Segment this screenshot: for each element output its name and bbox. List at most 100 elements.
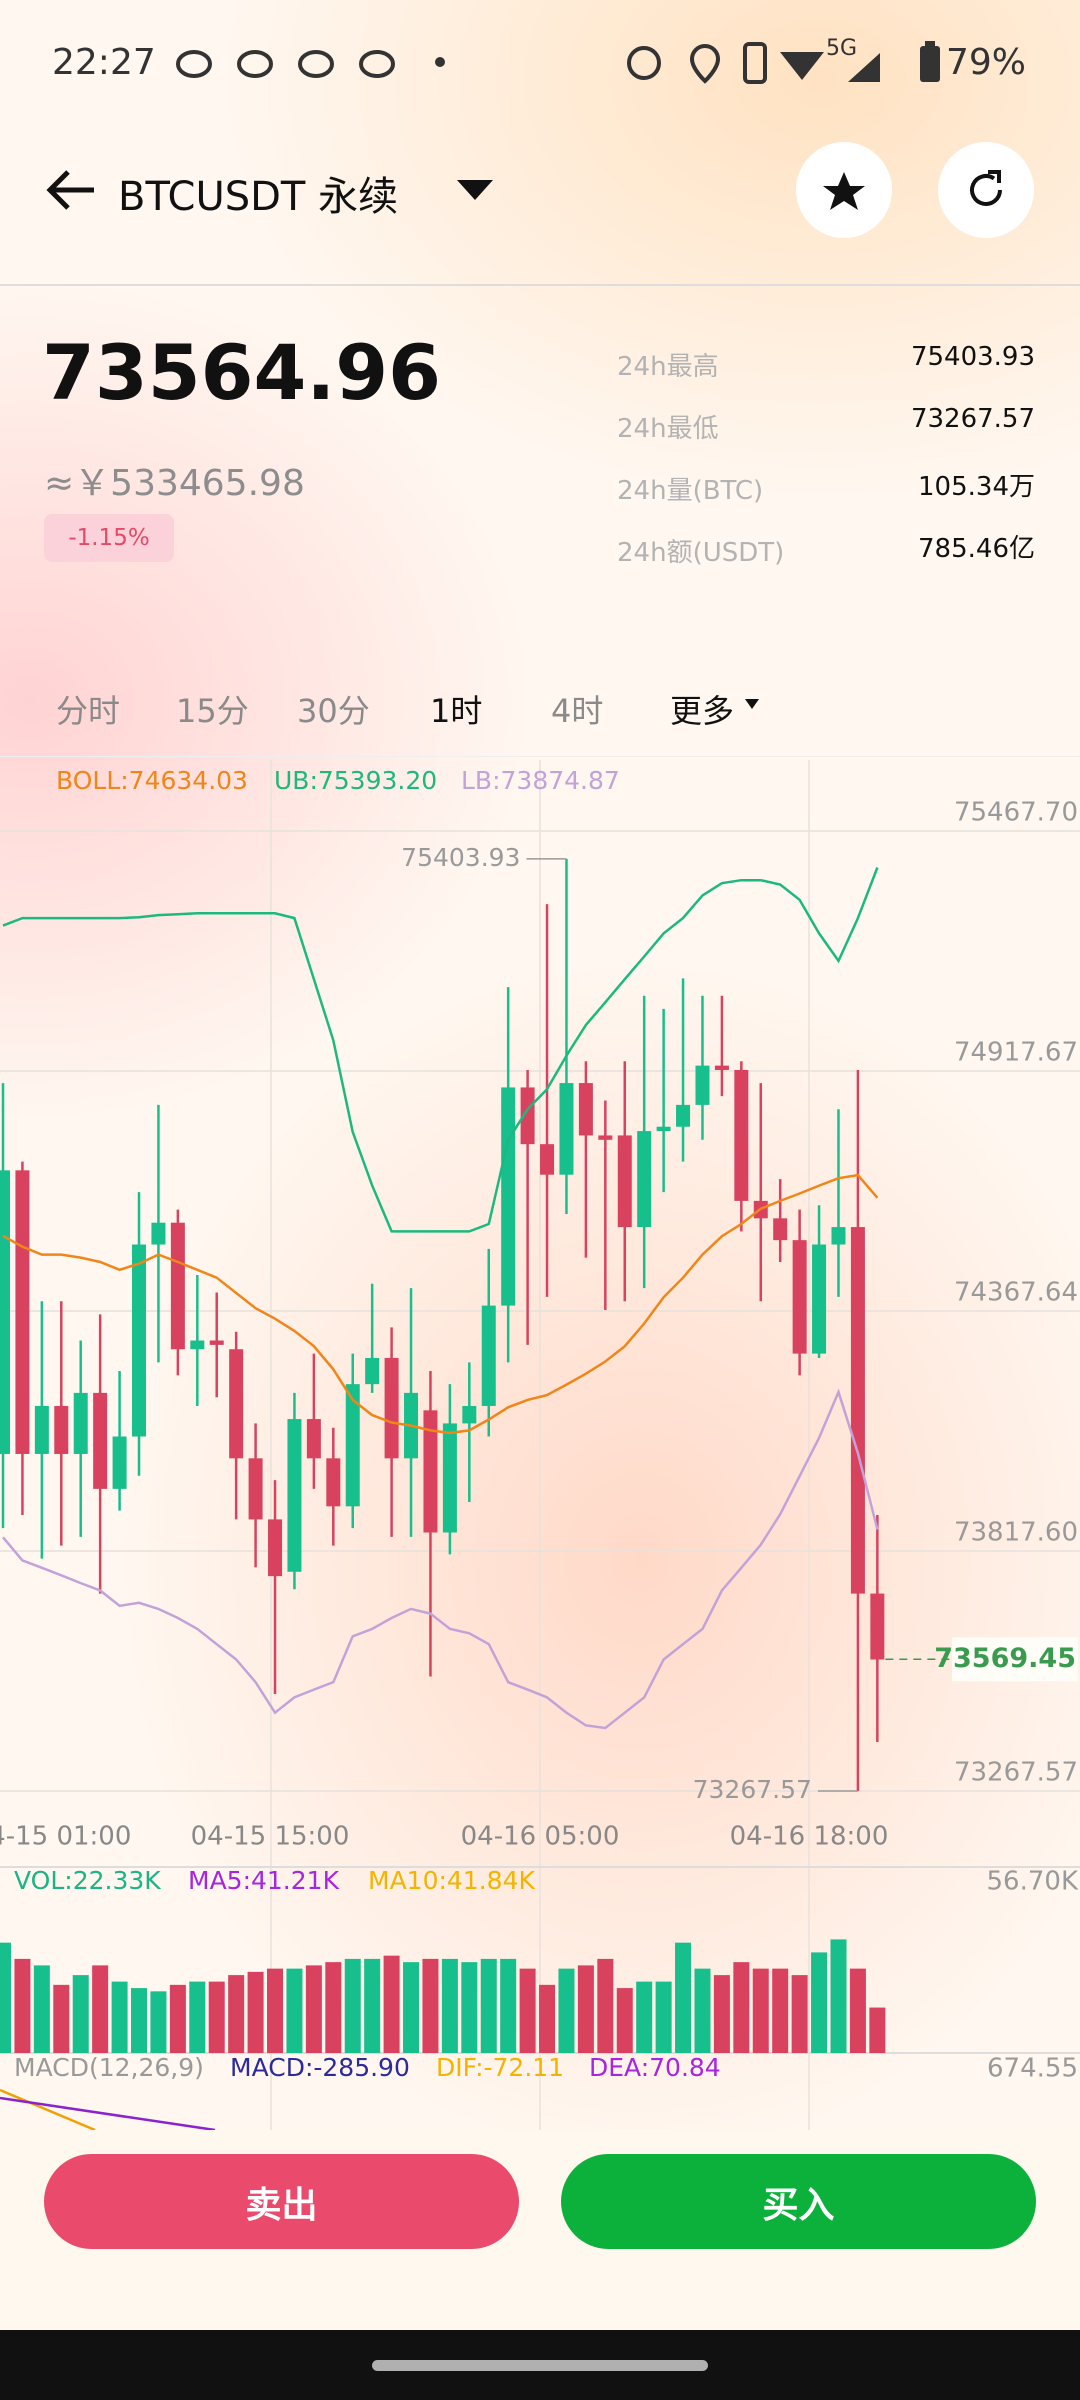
volume-legend: MA10:41.84K xyxy=(368,1866,535,1895)
back-button[interactable] xyxy=(44,166,100,214)
battery-icon xyxy=(920,41,940,82)
candle-body xyxy=(0,1170,10,1454)
candle-body xyxy=(229,1349,244,1459)
volume-bar xyxy=(305,1965,322,2053)
macd-legend: DIF:-72.11 xyxy=(436,2053,564,2082)
interval-tab[interactable]: 15分 xyxy=(176,692,249,730)
volume-bar xyxy=(675,1942,692,2053)
candle-body xyxy=(481,1305,496,1406)
boll-line xyxy=(2,867,879,1233)
candle-body xyxy=(773,1218,788,1241)
candle-body xyxy=(54,1405,69,1454)
stat-value: 785.46亿 xyxy=(918,534,1035,564)
dropdown-icon[interactable] xyxy=(455,178,495,202)
volume-bar xyxy=(849,1968,866,2053)
y-tick-label: 74917.67 xyxy=(954,1037,1078,1067)
more-triangle[interactable] xyxy=(744,698,760,710)
candle-body xyxy=(559,1083,574,1175)
volume-bar xyxy=(811,1952,828,2053)
interval-tab[interactable]: 4时 xyxy=(551,692,604,730)
candle-body xyxy=(578,1083,593,1136)
interval-tab[interactable]: 30分 xyxy=(297,692,370,730)
candle-body xyxy=(540,1144,555,1175)
x-tick-label: 04-15 01:00 xyxy=(0,1822,131,1852)
volume-bar xyxy=(558,1968,575,2053)
candle-body xyxy=(695,1065,710,1105)
candle-body xyxy=(306,1419,321,1459)
buy-button[interactable]: 买入 xyxy=(561,2154,1036,2249)
candle-body xyxy=(423,1410,438,1533)
candle-body xyxy=(656,1126,671,1132)
candle-body xyxy=(326,1458,341,1507)
candle-body xyxy=(287,1419,302,1572)
volume-bar xyxy=(480,1958,497,2053)
candle-body xyxy=(734,1069,749,1201)
volume-bar xyxy=(616,1988,633,2053)
candle-body xyxy=(442,1423,457,1533)
volume-bar xyxy=(422,1958,439,2053)
band-legend: BOLL:74634.03 xyxy=(56,766,248,795)
last-price-label: 73569.45 xyxy=(934,1643,1076,1674)
y-tick-label: 75467.70 xyxy=(954,798,1078,828)
header-actions xyxy=(796,142,1034,238)
candle-body xyxy=(132,1244,147,1437)
volume-bar xyxy=(500,1958,517,2053)
status-time: 22:27 xyxy=(52,42,156,83)
volume-bar xyxy=(636,1981,653,2053)
divider xyxy=(0,284,1080,286)
candle-body xyxy=(190,1340,205,1350)
volume-bar xyxy=(92,1965,109,2053)
y-tick-label: 73817.60 xyxy=(954,1518,1078,1548)
volume-bar xyxy=(791,1975,808,2053)
volume-bar xyxy=(772,1968,789,2053)
volume-bar xyxy=(150,1991,167,2053)
interval-tab[interactable]: 分时 xyxy=(56,692,121,730)
candle-body xyxy=(520,1087,535,1145)
candle-body xyxy=(112,1436,127,1489)
volume-bar xyxy=(208,1981,225,2053)
sell-button[interactable]: 卖出 xyxy=(44,2154,519,2249)
volume-bar xyxy=(72,1975,89,2053)
volume-bar xyxy=(539,1984,556,2053)
volume-bar xyxy=(403,1962,420,2053)
candle-body xyxy=(714,1065,729,1070)
x-tick-label: 04-16 05:00 xyxy=(461,1822,620,1852)
stat-value: 105.34万 xyxy=(918,472,1035,502)
header-title[interactable]: BTCUSDT 永续 xyxy=(118,174,399,220)
stat-value: 75403.93 xyxy=(910,342,1035,372)
candle-body xyxy=(617,1135,632,1228)
volume-bar xyxy=(655,1981,672,2053)
volume-bar xyxy=(14,1958,31,2053)
interval-tab[interactable]: 1时 xyxy=(430,692,483,730)
cny-price: ≈￥533465.98 xyxy=(44,463,305,504)
high-label: 75403.93 xyxy=(401,843,520,872)
volume-bar xyxy=(286,1968,303,2053)
boll-line xyxy=(2,1173,879,1435)
volume-bar xyxy=(33,1965,50,2053)
candle-body xyxy=(345,1384,360,1507)
macd-line xyxy=(0,2088,96,2132)
candle-body xyxy=(365,1357,380,1385)
volume-bar xyxy=(383,1955,400,2053)
last-price: 73564.96 xyxy=(42,328,442,417)
candle-body xyxy=(170,1222,185,1350)
candle-body xyxy=(850,1227,865,1594)
band-legend: LB:73874.87 xyxy=(461,766,620,795)
change-badge: -1.15% xyxy=(44,514,174,562)
band-legend: UB:75393.20 xyxy=(274,766,437,795)
candle-body xyxy=(462,1405,477,1424)
candle-body xyxy=(384,1357,399,1459)
interval-tab[interactable]: 更多 xyxy=(670,692,735,730)
volume-bar xyxy=(869,2007,886,2053)
candle-body xyxy=(831,1227,846,1245)
y-tick-label: 73267.57 xyxy=(954,1758,1078,1788)
candle-body xyxy=(598,1135,613,1140)
last-price-box xyxy=(952,1637,1078,1682)
volume-bar xyxy=(0,1942,11,2053)
candle-body xyxy=(501,1087,516,1306)
y-tick-label: 74367.64 xyxy=(954,1277,1078,1307)
status-network: 5G xyxy=(826,36,858,61)
candle-body xyxy=(73,1392,88,1454)
